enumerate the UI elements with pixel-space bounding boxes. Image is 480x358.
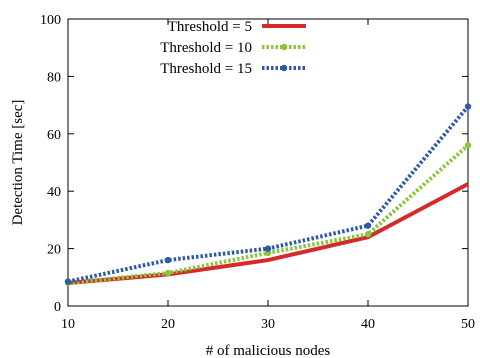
series-1 bbox=[67, 182, 469, 286]
x-tick-label: 20 bbox=[161, 317, 175, 332]
x-tick-label: 40 bbox=[361, 317, 375, 332]
data-point bbox=[464, 142, 472, 149]
legend-label: Threshold = 10 bbox=[160, 40, 252, 56]
data-point bbox=[264, 245, 272, 252]
data-point bbox=[64, 278, 72, 285]
legend-item: Threshold = 10 bbox=[160, 40, 306, 56]
y-tick-label: 20 bbox=[47, 243, 61, 258]
data-point bbox=[164, 269, 172, 277]
series-3 bbox=[64, 103, 472, 285]
series-layer bbox=[64, 103, 472, 287]
y-tick-label: 100 bbox=[40, 13, 61, 28]
legend: Threshold = 5 Threshold = 10 Threshold = 1… bbox=[160, 19, 306, 77]
legend-label: Threshold = 15 bbox=[160, 61, 252, 77]
x-tick-label: 30 bbox=[261, 317, 275, 332]
legend-item: Threshold = 5 bbox=[168, 19, 306, 35]
data-point bbox=[364, 231, 372, 238]
y-tick-label: 80 bbox=[47, 70, 61, 85]
y-axis-title: Detection Time [sec] bbox=[10, 100, 26, 226]
data-point bbox=[464, 103, 472, 110]
legend-item: Threshold = 15 bbox=[160, 61, 306, 77]
y-tick-label: 40 bbox=[47, 185, 61, 200]
x-axis: 10 20 30 40 50 bbox=[61, 19, 475, 332]
x-tick-label: 10 bbox=[61, 317, 75, 332]
x-tick-label: 50 bbox=[461, 317, 475, 332]
legend-marker bbox=[280, 43, 288, 51]
y-tick-label: 0 bbox=[54, 300, 61, 315]
data-point bbox=[364, 222, 372, 229]
y-tick-label: 60 bbox=[47, 128, 61, 143]
data-point bbox=[164, 256, 172, 264]
y-axis: 0 20 40 60 80 100 bbox=[40, 13, 468, 315]
series-line bbox=[67, 182, 469, 286]
x-axis-title: # of malicious nodes bbox=[206, 343, 331, 358]
legend-marker bbox=[280, 64, 288, 72]
legend-label: Threshold = 5 bbox=[168, 19, 252, 35]
